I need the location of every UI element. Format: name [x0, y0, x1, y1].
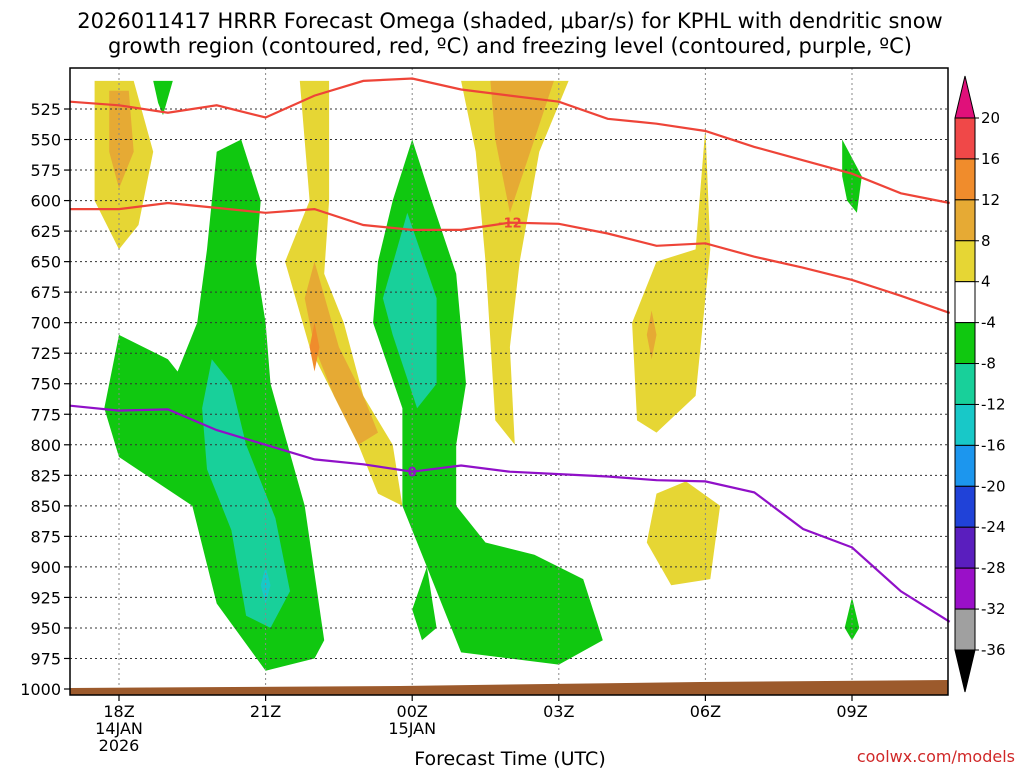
colorbar-swatch-11	[954, 567, 976, 610]
omega-region-2	[285, 80, 403, 506]
colorbar-label-4: 4	[981, 273, 991, 291]
colorbar-label-9: -20	[981, 477, 1006, 495]
y-tick-label-2: 575	[30, 161, 61, 180]
y-tick-label-3: 600	[30, 192, 61, 211]
colorbar-label-6: -8	[981, 355, 996, 373]
y-tick-label-18: 975	[30, 649, 61, 668]
y-tick-label-16: 925	[30, 588, 61, 607]
colorbar-label-11: -28	[981, 559, 1006, 577]
colorbar-swatch-6	[954, 363, 976, 405]
colorbar-swatch-12	[954, 608, 976, 651]
terrain-ground	[70, 680, 948, 695]
y-tick-label-13: 850	[30, 497, 61, 516]
colorbar-swatch-1	[954, 158, 976, 201]
contours: -12 0	[69, 77, 951, 623]
x-tick-label-5-0: 09Z	[836, 702, 867, 721]
colorbar-swatch-7	[954, 403, 976, 446]
y-tick-label-1: 550	[30, 131, 61, 150]
x-tick-label-4-0: 06Z	[690, 702, 721, 721]
dgz-contour-0	[70, 77, 950, 205]
y-tick-label-17: 950	[30, 619, 61, 638]
colorbar-label-8: -16	[981, 436, 1006, 454]
freezing-label-0: 0	[408, 466, 417, 481]
omega-region-17	[842, 139, 862, 213]
colorbar-top-arrow	[954, 75, 976, 119]
colorbar-label-1: 16	[981, 150, 1000, 168]
y-tick-label-7: 700	[30, 314, 61, 333]
omega-region-10	[153, 80, 173, 116]
chart-title-line1: 2026011417 HRRR Forecast Omega (shaded, …	[77, 9, 942, 33]
omega-region-9	[646, 481, 721, 586]
colorbar-swatch-2	[954, 199, 976, 242]
y-tick-label-0: 525	[30, 100, 61, 119]
colorbar-label-2: 12	[981, 191, 1000, 209]
colorbar-swatch-5	[954, 322, 976, 365]
colorbar: 20 16 12 8 4 -4 -8 -12 -16 -20 -24 -28 -32 -36	[954, 75, 1006, 693]
y-tick-label-6: 675	[30, 283, 61, 302]
y-tick-label-9: 750	[30, 375, 61, 394]
y-tick-label-5: 650	[30, 253, 61, 272]
omega-region-13	[260, 566, 271, 604]
y-tick-label-14: 875	[30, 527, 61, 546]
colorbar-swatch-3	[954, 240, 976, 283]
y-tick-label-10: 775	[30, 405, 61, 424]
colorbar-label-12: -32	[981, 600, 1006, 618]
x-axis-label: Forecast Time (UTC)	[414, 748, 605, 768]
x-tick-label-0-1: 14JAN	[95, 719, 143, 738]
colorbar-swatch-0	[954, 117, 976, 160]
y-tick-label-8: 725	[30, 344, 61, 363]
y-tick-label-11: 800	[30, 436, 61, 455]
colorbar-swatch-10	[954, 526, 976, 569]
colorbar-label-5: -4	[981, 314, 996, 332]
x-tick-label-0-2: 2026	[99, 736, 140, 755]
y-tick-label-4: 625	[30, 222, 61, 241]
colorbar-label-3: 8	[981, 232, 991, 250]
x-tick-label-0-0: 18Z	[103, 702, 134, 721]
plot-area: -12 0	[69, 67, 951, 696]
colorbar-label-7: -12	[981, 395, 1006, 413]
omega-region-8	[646, 310, 657, 360]
colorbar-label-13: -36	[981, 641, 1006, 659]
colorbar-bottom-arrow	[954, 649, 976, 693]
omega-region-14	[373, 139, 603, 665]
y-tick-label-19: 1000	[20, 680, 61, 699]
omega-region-12	[202, 359, 290, 628]
colorbar-label-0: 20	[981, 109, 1000, 127]
y-tick-label-12: 825	[30, 466, 61, 485]
x-tick-label-1-0: 21Z	[250, 702, 281, 721]
x-tick-label-2-1: 15JAN	[388, 719, 436, 738]
credit-text: coolwx.com/models	[857, 747, 1015, 766]
y-axis: 525 550 575 600 625 650 675 700 725 750 775 800 825 8…	[20, 100, 70, 699]
freezing-level-line	[69, 404, 951, 623]
x-tick-label-3-0: 03Z	[543, 702, 574, 721]
plot-frame	[69, 67, 949, 696]
colorbar-swatch-4	[954, 281, 976, 324]
omega-shading	[94, 80, 862, 671]
omega-region-4	[309, 322, 320, 372]
colorbar-swatch-9	[954, 485, 976, 528]
omega-region-6	[490, 80, 554, 213]
colorbar-swatch-8	[954, 444, 976, 487]
y-tick-label-15: 900	[30, 558, 61, 577]
omega-region-16	[412, 566, 437, 641]
omega-region-5	[461, 80, 569, 445]
x-tick-label-2-0: 00Z	[397, 702, 428, 721]
dgz-label-minus12: -12	[498, 217, 522, 232]
colorbar-label-10: -24	[981, 518, 1006, 536]
chart-title-line2: growth region (contoured, red, ºC) and f…	[108, 34, 912, 58]
dgz-contour-1	[70, 201, 951, 314]
